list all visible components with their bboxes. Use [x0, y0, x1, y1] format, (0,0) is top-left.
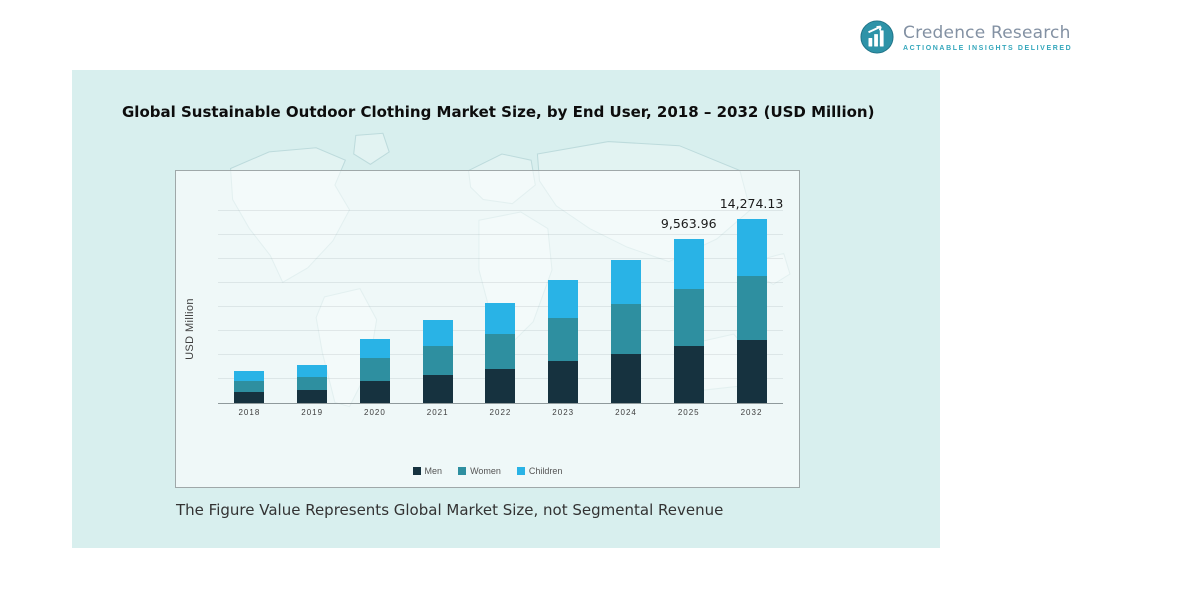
x-tick-2020: 2020 — [364, 408, 386, 417]
bar-stack-2020 — [359, 338, 390, 403]
bar-2020: 2020 — [359, 191, 390, 417]
bar-stack-2025 — [673, 238, 704, 403]
x-tick-2021: 2021 — [426, 408, 449, 417]
chart-plot-container: USD Million 2018 2019 2020 2021 2022 2023 2024… — [175, 170, 800, 488]
gridline — [218, 210, 783, 211]
segment-women-2032 — [736, 275, 767, 340]
segment-women-2023 — [548, 317, 579, 361]
segment-children-2020 — [359, 338, 390, 359]
legend-label-women: Women — [470, 466, 501, 476]
bar-2018: 2018 — [234, 191, 265, 417]
bar-2023: 2023 — [548, 191, 579, 417]
bar-chart-circle-icon — [860, 20, 894, 54]
x-tick-2032: 2032 — [740, 408, 763, 417]
segment-men-2032 — [736, 339, 767, 403]
legend-swatch-men — [412, 467, 421, 475]
bar-stack-2032 — [736, 219, 767, 403]
segment-women-2021 — [422, 345, 453, 375]
bar-stack-2023 — [548, 280, 579, 403]
x-tick-2019: 2019 — [301, 408, 324, 417]
bar-2019: 2019 — [297, 191, 328, 417]
legend-swatch-children — [516, 467, 525, 475]
bars: 2018 2019 2020 2021 2022 2023 2024 9,563.96 2025… — [218, 191, 784, 417]
bar-stack-2021 — [422, 320, 453, 403]
segment-men-2024 — [610, 354, 641, 403]
segment-men-2020 — [359, 380, 390, 403]
bar-stack-2018 — [234, 371, 265, 403]
data-label-2032: 14,274.13 — [719, 196, 784, 211]
bar-2021: 2021 — [422, 191, 453, 417]
plot-area: 2018 2019 2020 2021 2022 2023 2024 9,563.96 2025… — [218, 191, 784, 417]
segment-children-2024 — [610, 260, 641, 305]
segment-children-2025 — [673, 238, 704, 290]
bar-2022: 2022 — [485, 191, 516, 417]
logo-text: Credence Research Actionable Insights De… — [903, 23, 1072, 52]
legend-item-women: Women — [458, 466, 501, 476]
chart-title: Global Sustainable Outdoor Clothing Mark… — [122, 103, 875, 121]
segment-children-2021 — [422, 320, 453, 346]
logo-name: Credence Research — [903, 22, 1071, 43]
bar-stack-2024 — [610, 260, 641, 403]
segment-men-2021 — [422, 374, 453, 403]
x-tick-2018: 2018 — [238, 408, 261, 417]
x-tick-2024: 2024 — [615, 408, 637, 417]
legend-label-men: Men — [424, 466, 443, 476]
bar-stack-2022 — [485, 303, 516, 403]
y-axis-label: USD Million — [184, 298, 196, 360]
bar-2025: 9,563.96 2025 — [661, 191, 717, 417]
segment-men-2025 — [673, 346, 704, 403]
x-tick-2025: 2025 — [677, 408, 700, 417]
logo-tagline: Actionable Insights Delivered — [903, 44, 1073, 52]
segment-men-2023 — [548, 360, 579, 403]
segment-men-2018 — [234, 392, 265, 403]
segment-children-2032 — [736, 219, 767, 276]
data-label-2025: 9,563.96 — [660, 215, 717, 231]
bar-2024: 2024 — [610, 191, 641, 417]
segment-men-2022 — [485, 368, 516, 403]
segment-women-2024 — [610, 304, 641, 354]
bar-2032: 14,274.13 2032 — [720, 191, 784, 417]
bar-stack-2019 — [297, 365, 328, 403]
segment-women-2025 — [673, 289, 704, 347]
legend: Men Women Children — [176, 466, 799, 476]
gridline — [218, 282, 783, 283]
segment-women-2022 — [485, 333, 516, 369]
footer-note: The Figure Value Represents Global Marke… — [176, 501, 724, 519]
legend-swatch-women — [458, 467, 467, 475]
legend-item-men: Men — [412, 466, 443, 476]
credence-research-logo: Credence Research Actionable Insights De… — [860, 20, 1072, 54]
segment-children-2019 — [297, 365, 328, 377]
gridline — [218, 258, 783, 259]
x-tick-2022: 2022 — [489, 408, 512, 417]
segment-children-2023 — [548, 280, 579, 318]
gridline — [218, 234, 783, 235]
segment-children-2018 — [234, 371, 265, 381]
segment-children-2022 — [485, 303, 516, 334]
chart-panel: Global Sustainable Outdoor Clothing Mark… — [72, 70, 940, 548]
segment-women-2019 — [297, 376, 328, 391]
x-tick-2023: 2023 — [552, 408, 575, 417]
legend-label-children: Children — [528, 466, 563, 476]
segment-men-2019 — [297, 390, 328, 403]
segment-women-2020 — [359, 358, 390, 381]
segment-women-2018 — [234, 380, 265, 392]
legend-item-children: Children — [516, 466, 563, 476]
